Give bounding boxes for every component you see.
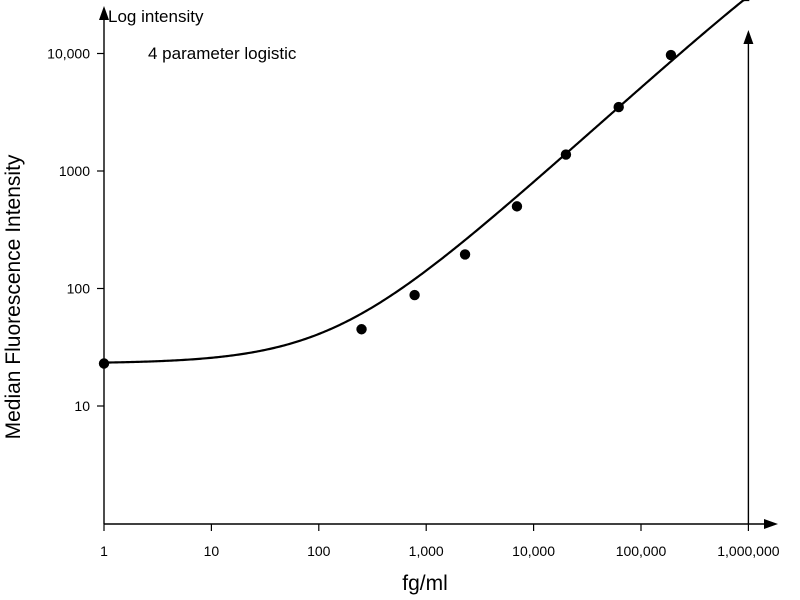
right-axis-arrow — [743, 30, 754, 44]
data-point — [409, 289, 420, 301]
ticks: 1 10 100 1,000 10,000 100,000 1,000,000 10 100 10… — [47, 46, 780, 560]
data-point — [613, 101, 624, 113]
y-tick-label: 10,000 — [47, 46, 90, 62]
fit-curve-group — [103, 0, 750, 364]
y-tick-label: 10 — [74, 398, 90, 414]
y-axis-arrow — [99, 6, 109, 20]
x-tick-label: 100 — [307, 543, 331, 559]
labels: Log intensity 4 parameter logistic fg/ml… — [2, 7, 448, 595]
x-tick-label: 10 — [204, 543, 220, 559]
fit-curve — [103, 0, 750, 364]
x-axis-title: fg/ml — [402, 572, 448, 595]
x-tick-label: 1,000 — [409, 543, 444, 559]
x-tick-label: 1,000,000 — [717, 543, 779, 559]
data-point — [665, 49, 677, 61]
fit-annotation: 4 parameter logistic — [148, 44, 297, 63]
x-axis-arrow — [764, 519, 778, 529]
y-axis-title: Median Fluorescence Intensity — [2, 154, 25, 439]
axes — [99, 6, 778, 529]
y-tick-label: 100 — [67, 281, 91, 297]
y-axis-caption: Log intensity — [108, 7, 204, 26]
x-tick-label: 10,000 — [512, 543, 555, 559]
data-point — [560, 149, 572, 160]
y-tick-label: 1000 — [59, 163, 90, 179]
data-point — [356, 324, 367, 335]
data-point — [98, 358, 110, 369]
x-tick-label: 1 — [100, 543, 108, 559]
data-points — [98, 49, 677, 369]
x-tick-label: 100,000 — [616, 543, 667, 559]
data-point — [459, 249, 471, 260]
data-point — [511, 201, 523, 212]
